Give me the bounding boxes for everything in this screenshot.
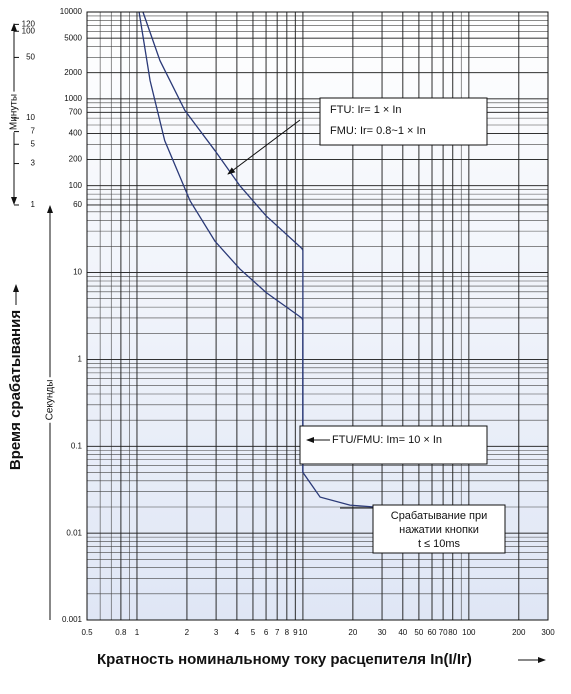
- y-tick-label: 100: [69, 181, 83, 190]
- annotation-arrow: [227, 119, 301, 175]
- x-tick-label: 60: [428, 628, 437, 637]
- minutes-label: Минуты: [9, 94, 20, 130]
- x-tick-label: 6: [264, 628, 269, 637]
- annotation: FTU/FMU: Im= 10 × In: [332, 434, 442, 446]
- y2-tick-label: 5: [31, 139, 36, 148]
- y2-tick-label: 100: [22, 26, 36, 35]
- y2-tick-label: 3: [31, 159, 36, 168]
- y-tick-label: 0.1: [71, 441, 83, 450]
- seconds-label: Секунды: [45, 380, 56, 421]
- y-tick-label: 0.001: [62, 615, 83, 624]
- annotation: нажатии кнопки: [399, 524, 479, 536]
- x-tick-label: 7: [275, 628, 280, 637]
- x-tick-label: 100: [462, 628, 476, 637]
- y2-tick-label: 10: [26, 113, 35, 122]
- y-tick-label: 1000: [64, 94, 82, 103]
- annotation-box: [319, 97, 488, 146]
- annotation: FTU: Ir= 1 × In: [330, 104, 402, 116]
- x-tick-label: 1: [135, 628, 140, 637]
- x-tick-label: 70: [439, 628, 448, 637]
- curve: [142, 11, 375, 508]
- x-tick-label: 4: [235, 628, 240, 637]
- plot-frame: [86, 11, 549, 621]
- x-tick-label: 0.5: [81, 628, 93, 637]
- annotation-box: [299, 425, 488, 465]
- x-tick-label: 0.8: [115, 628, 127, 637]
- y2-tick-label: 50: [26, 53, 35, 62]
- x-tick-label: 5: [251, 628, 256, 637]
- x-tick-label: 50: [414, 628, 423, 637]
- y-axis-title: Время срабатывания: [7, 310, 24, 470]
- x-tick-label: 9: [293, 628, 298, 637]
- y-tick-label: 400: [69, 129, 83, 138]
- x-tick-label: 10: [298, 628, 307, 637]
- x-tick-label: 300: [541, 628, 555, 637]
- x-tick-label: 200: [512, 628, 526, 637]
- x-tick-label: 8: [285, 628, 290, 637]
- x-axis-title: Кратность номинальному току расцепителя …: [97, 651, 472, 668]
- x-tick-label: 40: [398, 628, 407, 637]
- x-tick-label: 30: [378, 628, 387, 637]
- y2-tick-label: 1: [31, 200, 36, 209]
- curve: [138, 11, 304, 473]
- y-tick-label: 0.01: [66, 528, 82, 537]
- y2-tick-label: 120: [22, 20, 36, 29]
- x-tick-label: 20: [348, 628, 357, 637]
- annotation: t ≤ 10ms: [418, 538, 461, 550]
- annotation: Срабатывание при: [391, 510, 488, 522]
- y-tick-label: 2000: [64, 68, 82, 77]
- annotation-box: [372, 504, 506, 554]
- x-tick-label: 2: [185, 628, 190, 637]
- annotation: FMU: Ir= 0.8~1 × In: [330, 125, 426, 137]
- y-tick-label: 1: [78, 355, 83, 364]
- y-tick-label: 700: [69, 107, 83, 116]
- x-tick-label: 3: [214, 628, 219, 637]
- y-tick-label: 5000: [64, 33, 82, 42]
- y-tick-label: 10: [73, 268, 82, 277]
- y2-tick-label: 7: [31, 127, 36, 136]
- y-tick-label: 200: [69, 155, 83, 164]
- y-tick-label: 10000: [60, 7, 83, 16]
- x-tick-label: 80: [448, 628, 457, 637]
- y-tick-label: 60: [73, 200, 82, 209]
